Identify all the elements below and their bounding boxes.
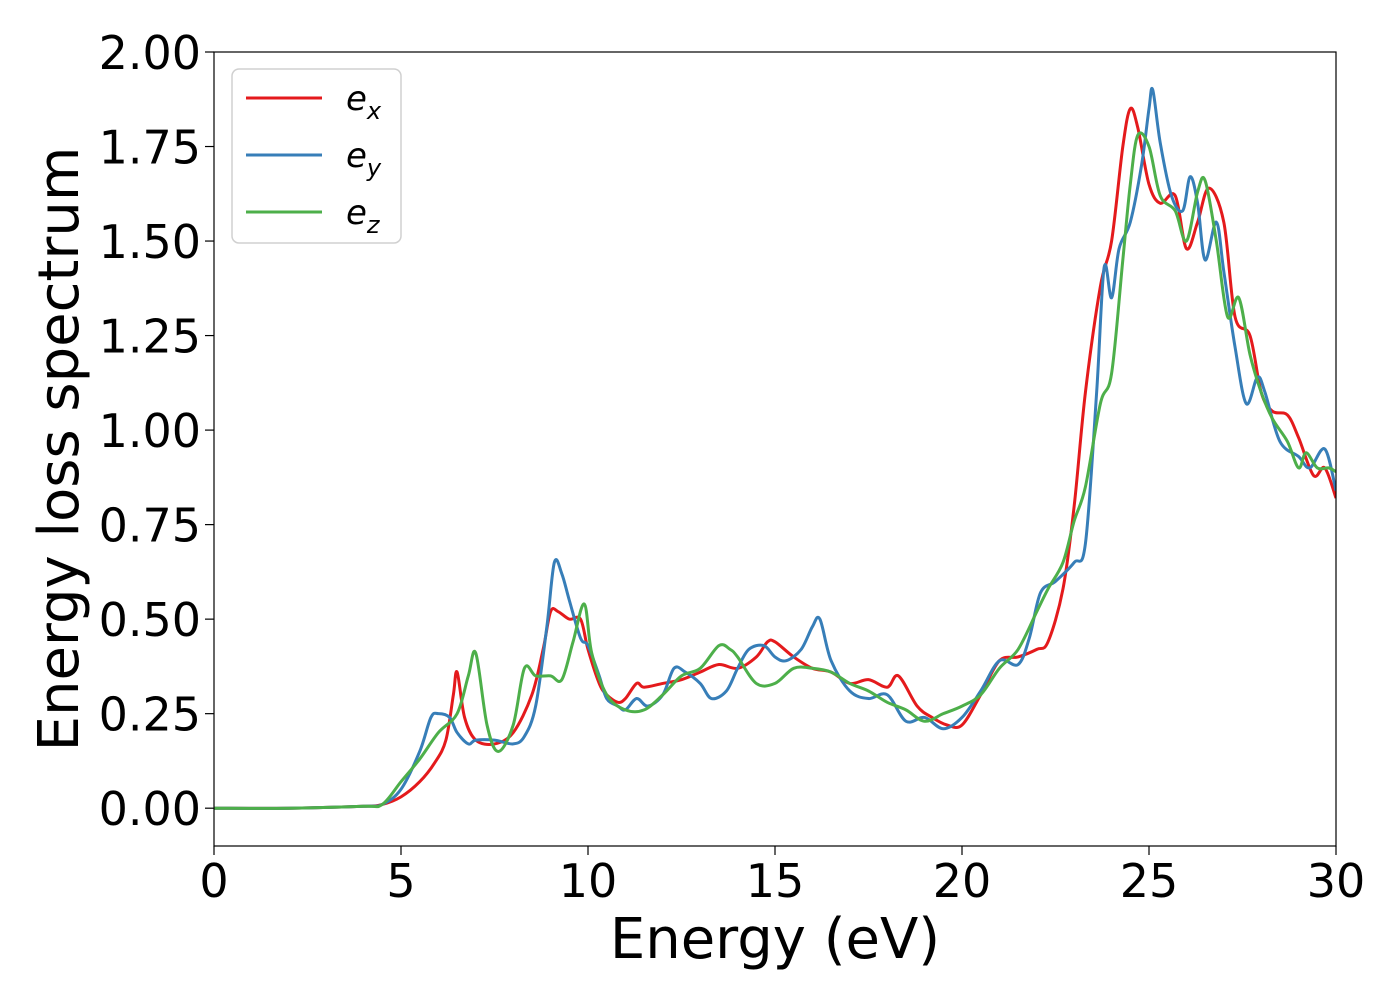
- y-tick-label: 1.00: [99, 404, 201, 458]
- y-axis-title: Energy loss spectrum: [27, 147, 92, 752]
- series-line-ez: [214, 131, 1336, 810]
- x-tick-label: 15: [746, 854, 805, 908]
- y-tick-label: 0.00: [99, 782, 201, 836]
- x-axis-title: Energy (eV): [610, 907, 940, 972]
- y-axis: 0.00 0.25 0.50 0.75 1.00 1.25 1.50 1.75 2.00: [99, 26, 214, 836]
- x-tick-label: 20: [933, 854, 992, 908]
- y-tick-label: 1.25: [99, 310, 201, 364]
- x-tick-label: 25: [1120, 854, 1179, 908]
- x-tick-label: 10: [559, 854, 618, 908]
- y-tick-label: 0.25: [99, 688, 201, 742]
- series-line-ey: [214, 86, 1336, 810]
- y-tick-label: 1.75: [99, 121, 201, 175]
- plot-lines: [214, 86, 1336, 810]
- y-tick-label: 0.50: [99, 593, 201, 647]
- x-tick-label: 5: [386, 854, 415, 908]
- x-axis: 0 5 10 15 20 25 30: [199, 846, 1365, 908]
- x-tick-label: 0: [199, 854, 228, 908]
- x-tick-label: 30: [1307, 854, 1366, 908]
- y-tick-label: 2.00: [99, 26, 201, 80]
- y-tick-label: 1.50: [99, 215, 201, 269]
- y-tick-label: 0.75: [99, 499, 201, 553]
